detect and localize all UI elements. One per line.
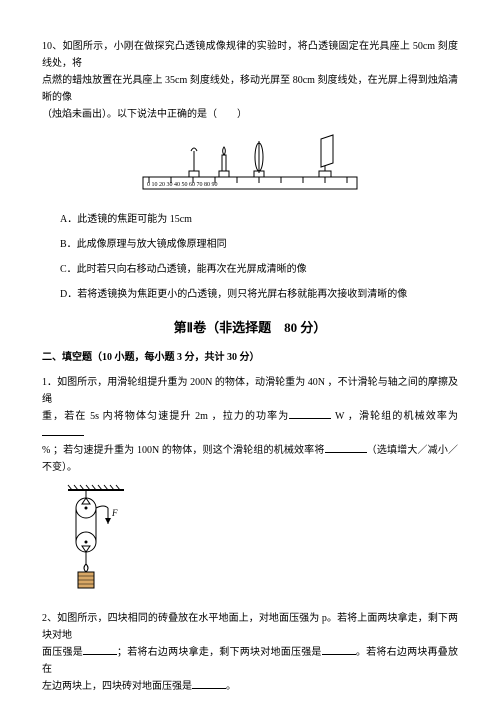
q2-line3: 左边两块上，四块砖对地面压强是 。 bbox=[42, 678, 458, 695]
blank-power bbox=[289, 410, 331, 420]
lens-icon bbox=[254, 141, 264, 177]
q10-optD: D．若将透镜换为焦距更小的凸透镜，则只将光屏右移就能再次接收到清晰的像 bbox=[60, 286, 458, 303]
section-2-title: 第Ⅱ卷（非选择题 80 分） bbox=[42, 317, 458, 339]
candle-icon bbox=[219, 147, 229, 177]
blank-eff bbox=[42, 427, 84, 437]
q10-stem: 10、如图所示，小刚在做探究凸透镜成像规律的实验时，将凸透镜固定在光具座上 50… bbox=[42, 38, 458, 123]
q10-figure: 0 10 20 30 40 50 60 70 80 90 bbox=[42, 133, 458, 203]
optical-bench-svg: 0 10 20 30 40 50 60 70 80 90 bbox=[135, 133, 365, 197]
question-2: 2、如图所示，四块相同的砖叠放在水平地面上，对地面压强为 p。若将上面两块拿走，… bbox=[42, 610, 458, 695]
force-label: F bbox=[111, 508, 118, 518]
q1-line2: 重，若在 5s 内将物体匀速提升 2m ，拉力的功率为 W ，滑轮组的机械效率为 bbox=[42, 408, 458, 442]
q10-optA: A．此透镜的焦距可能为 15cm bbox=[60, 211, 458, 228]
q1-line1: 1．如图所示，用滑轮组提升重为 200N 的物体，动滑轮重为 40N ，不计滑轮… bbox=[42, 374, 458, 408]
fill-title: 二、填空题（10 小题，每小题 3 分，共计 30 分） bbox=[42, 349, 458, 366]
q2-l3b: 。 bbox=[226, 681, 236, 692]
q1-figure: F bbox=[64, 484, 458, 600]
q1-l2a: 重，若在 5s 内将物体匀速提升 2m ，拉力的功率为 bbox=[42, 411, 289, 422]
q10-line2: 点燃的蜡烛放置在光具座上 35cm 刻度线处，移动光屏至 80cm 刻度线处，在… bbox=[42, 72, 458, 106]
holder-icon bbox=[189, 148, 199, 177]
q10-optB: B．此成像原理与放大镜成像原理相同 bbox=[60, 236, 458, 253]
q10-line3: （烛焰未画出）。以下说法中正确的是（ ） bbox=[42, 106, 458, 123]
blank-p3 bbox=[192, 680, 226, 690]
ruler-labels: 0 10 20 30 40 50 60 70 80 90 bbox=[147, 182, 218, 188]
q1-l2b: W ，滑轮组的机械效率为 bbox=[331, 411, 458, 422]
question-10: 10、如图所示，小刚在做探究凸透镜成像规律的实验时，将凸透镜固定在光具座上 50… bbox=[42, 38, 458, 303]
q2-line2: 面压强是；若将右边两块拿走，剩下两块对地面压强是。若将右边两块再叠放在 bbox=[42, 644, 458, 678]
blank-p2 bbox=[322, 646, 356, 656]
blank-p1 bbox=[83, 646, 117, 656]
q1-l3a: % ；若匀速提升重为 100N 的物体，则这个滑轮组的机械效率将 bbox=[42, 445, 325, 456]
q2-l2b: ；若将右边两块拿走，剩下两块对地面压强是 bbox=[117, 647, 322, 658]
screen-icon bbox=[319, 135, 333, 177]
q10-optC: C．此时若只向右移动凸透镜，能再次在光屏成清晰的像 bbox=[60, 261, 458, 278]
q10-line1: 10、如图所示，小刚在做探究凸透镜成像规律的实验时，将凸透镜固定在光具座上 50… bbox=[42, 38, 458, 72]
question-1: 1．如图所示，用滑轮组提升重为 200N 的物体，动滑轮重为 40N ，不计滑轮… bbox=[42, 374, 458, 600]
blank-change bbox=[325, 444, 367, 454]
q1-line3: % ；若匀速提升重为 100N 的物体，则这个滑轮组的机械效率将（选填增大／减小… bbox=[42, 442, 458, 476]
pulley-svg: F bbox=[64, 484, 128, 594]
q2-line1: 2、如图所示，四块相同的砖叠放在水平地面上，对地面压强为 p。若将上面两块拿走，… bbox=[42, 610, 458, 644]
q2-l2a: 面压强是 bbox=[42, 647, 83, 658]
q2-l3a: 左边两块上，四块砖对地面压强是 bbox=[42, 681, 192, 692]
